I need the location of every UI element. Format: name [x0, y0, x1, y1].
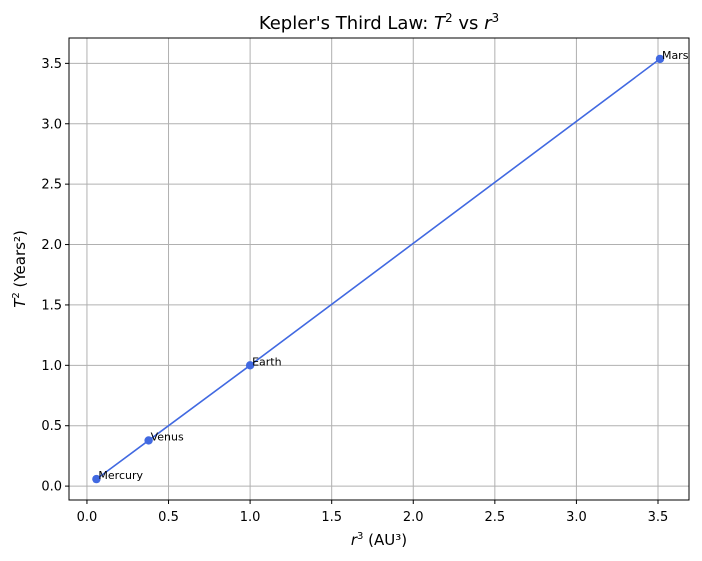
data-points [92, 54, 665, 484]
x-tick-label: 0.5 [158, 510, 179, 525]
series-line [95, 58, 661, 480]
x-tick-label: 2.5 [484, 510, 505, 525]
y-ticks: 0.0 0.5 1.0 1.5 2.0 2.5 3.0 3.5 [41, 57, 69, 495]
point-label: Earth [252, 355, 282, 368]
grid [69, 38, 689, 500]
x-tick-label: 1.5 [321, 510, 342, 525]
data-point [245, 361, 255, 370]
x-tick-label: 2.0 [403, 510, 424, 525]
y-tick-label: 2.0 [41, 238, 62, 253]
y-tick-label: 1.5 [41, 298, 62, 313]
y-tick-label: 0.5 [41, 419, 62, 434]
data-point [144, 436, 153, 445]
series-line-group [95, 58, 661, 480]
x-ticks: 0.0 0.5 1.0 1.5 2.0 2.5 3.0 3.5 [77, 500, 669, 525]
y-tick-label: 1.0 [41, 359, 62, 374]
chart-title: Kepler's Third Law: T2 vs r3 [259, 11, 499, 34]
x-tick-label: 3.0 [566, 510, 587, 525]
point-label: Mercury [98, 469, 143, 482]
point-labels: Mercury Venus Earth Mars [98, 49, 688, 482]
data-point [92, 474, 101, 484]
data-point [655, 54, 665, 64]
plot-frame [68, 37, 690, 501]
x-tick-label: 0.0 [77, 510, 98, 525]
x-axis-label: r3 (AU³) [351, 531, 407, 549]
point-label: Venus [151, 430, 184, 443]
y-axis-label: T2 (Years²) [11, 230, 29, 308]
y-tick-label: 2.5 [41, 178, 62, 193]
y-tick-label: 0.0 [41, 480, 62, 495]
x-tick-label: 3.5 [648, 510, 669, 525]
point-label: Mars [662, 49, 689, 62]
x-tick-label: 1.0 [240, 510, 261, 525]
y-tick-label: 3.5 [41, 57, 62, 72]
y-tick-label: 3.0 [41, 117, 62, 132]
